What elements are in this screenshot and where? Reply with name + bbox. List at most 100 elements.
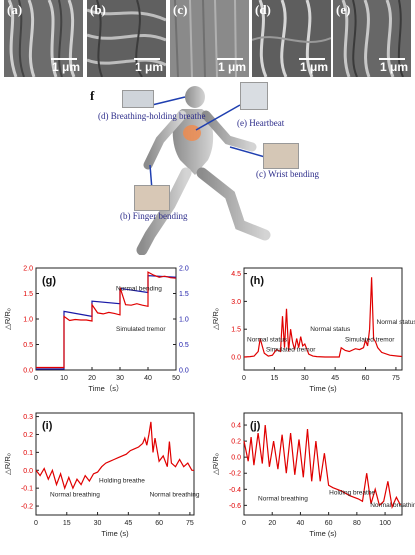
panel-label: (h) bbox=[250, 275, 264, 287]
x-tick-label: 75 bbox=[186, 520, 194, 527]
label-breathing: (d) Breathing-holding breathe bbox=[98, 111, 206, 121]
annotation: Normal breathing bbox=[150, 492, 200, 499]
scale-text: 1 μm bbox=[217, 60, 246, 74]
x-tick-label: 15 bbox=[270, 375, 278, 382]
scale-text: 1 μm bbox=[51, 60, 80, 74]
scale-bar bbox=[299, 58, 325, 60]
x-tick-label: 40 bbox=[144, 375, 152, 382]
chart-i: 0 15 30 45 60 75 -0.2 -0.1 0.0 0.1 0.2 0.3 Time (s) △… bbox=[0, 403, 207, 550]
x-tick-label: 60 bbox=[155, 520, 163, 527]
annotation: Holding breathe bbox=[99, 477, 145, 484]
finger-sensor-photo bbox=[134, 185, 170, 211]
scale-bar bbox=[51, 58, 77, 60]
y-axis-label: △R/R₀ bbox=[3, 308, 12, 330]
x-tick-label: 0 bbox=[242, 520, 246, 527]
scale-bar bbox=[134, 58, 160, 60]
panel-label-c: (c) bbox=[173, 2, 188, 17]
y-tick-label: 4.5 bbox=[231, 271, 241, 278]
y-tick-label: 1.5 bbox=[231, 327, 241, 334]
y-tick-label: -0.2 bbox=[229, 471, 241, 478]
panel-label-e: (e) bbox=[336, 2, 351, 17]
x-axis-label: Time (s) bbox=[101, 529, 129, 538]
x-tick-label: 60 bbox=[362, 375, 370, 382]
chart-g: 0 10 20 30 40 50 0.0 0.5 1.0 1.5 2.0 0.0 0.5 1.0 1.5 2.… bbox=[0, 258, 207, 405]
y-tick-label: -0.2 bbox=[21, 504, 33, 511]
panel-label: (j) bbox=[250, 420, 261, 432]
y2-tick-label: 1.0 bbox=[179, 317, 189, 324]
chart-h: 0 15 30 45 60 75 0.0 1.5 3.0 4.5 Time (s) △R/R₀ Norm… bbox=[208, 258, 415, 405]
x-tick-label: 30 bbox=[94, 520, 102, 527]
x-tick-label: 10 bbox=[60, 375, 68, 382]
y-axis-label: △R/R₀ bbox=[3, 453, 12, 475]
y-tick-label: 0.5 bbox=[23, 342, 33, 349]
y2-tick-label: 0.0 bbox=[179, 368, 189, 375]
y-tick-label: 1.5 bbox=[23, 291, 33, 298]
series-line bbox=[243, 277, 403, 358]
y-tick-label: 0.0 bbox=[23, 368, 33, 375]
panel-label: (g) bbox=[42, 275, 56, 287]
annotation: Normal breathing bbox=[258, 496, 308, 503]
y2-tick-label: 0.5 bbox=[179, 342, 189, 349]
plot-frame bbox=[35, 412, 195, 516]
x-tick-label: 0 bbox=[242, 375, 246, 382]
x-axis-label: Time (s) bbox=[309, 529, 337, 538]
y2-tick-label: 2.0 bbox=[179, 266, 189, 273]
annotation: Normal breathing bbox=[370, 502, 415, 509]
annotation: Normal status bbox=[247, 336, 288, 343]
y-tick-label: -0.1 bbox=[21, 486, 33, 493]
chart-j: 0 20 40 60 80 100 -0.6 -0.4 -0.2 0.0 0.2 0.4 Time (s… bbox=[208, 403, 415, 550]
annotation: Simulated tremor bbox=[266, 347, 316, 354]
sem-panel-c: (c) 1 μm bbox=[170, 0, 249, 77]
x-tick-label: 30 bbox=[301, 375, 309, 382]
scale-text: 1 μm bbox=[379, 60, 408, 74]
x-tick-label: 40 bbox=[297, 520, 305, 527]
x-axis-label: Time (s) bbox=[309, 384, 337, 393]
x-tick-label: 45 bbox=[331, 375, 339, 382]
sem-panel-e: (e) 1 μm bbox=[333, 0, 411, 77]
x-tick-label: 20 bbox=[88, 375, 96, 382]
annotation: Normal breathing bbox=[50, 492, 100, 499]
y2-tick-label: 1.5 bbox=[179, 291, 189, 298]
label-finger: (b) Finger bending bbox=[120, 211, 188, 221]
x-tick-label: 0 bbox=[34, 375, 38, 382]
scale-text: 1 μm bbox=[134, 60, 163, 74]
breath-sensor-photo bbox=[122, 90, 154, 108]
x-tick-label: 60 bbox=[325, 520, 333, 527]
x-axis-label: Time（s） bbox=[88, 384, 123, 393]
panel-label-d: (d) bbox=[255, 2, 271, 17]
y-tick-label: 0.4 bbox=[231, 423, 241, 430]
annotation: Normal status bbox=[377, 319, 415, 326]
y-tick-label: 3.0 bbox=[231, 299, 241, 306]
x-tick-label: 100 bbox=[379, 520, 391, 527]
annotation: Normal bending bbox=[116, 285, 162, 292]
x-tick-label: 15 bbox=[63, 520, 71, 527]
sem-panel-b: (b) 1 μm bbox=[87, 0, 166, 77]
x-tick-label: 80 bbox=[353, 520, 361, 527]
annotation: Normal status bbox=[310, 326, 351, 333]
heartbeat-sensor-photo bbox=[240, 82, 268, 110]
label-wrist: (c) Wrist bending bbox=[256, 169, 319, 179]
y-axis-label: △R/R₀ bbox=[211, 308, 220, 330]
y-tick-label: 0.2 bbox=[231, 439, 241, 446]
x-tick-label: 30 bbox=[116, 375, 124, 382]
sem-panel-a: (a) 1 μm bbox=[4, 0, 83, 77]
y-axis-label: △R/R₀ bbox=[211, 453, 220, 475]
y-tick-label: 0.2 bbox=[23, 432, 33, 439]
scale-bar bbox=[217, 58, 243, 60]
x-tick-label: 20 bbox=[268, 520, 276, 527]
x-tick-label: 0 bbox=[34, 520, 38, 527]
x-tick-label: 75 bbox=[392, 375, 400, 382]
sem-panel-d: (d) 1 μm bbox=[252, 0, 331, 77]
label-heartbeat: (e) Heartbeat bbox=[237, 118, 285, 128]
scale-text: 1 μm bbox=[299, 60, 328, 74]
runner-figure bbox=[136, 86, 271, 256]
series-line bbox=[243, 424, 402, 510]
wrist-sensor-photo bbox=[263, 143, 299, 169]
panel-label-b: (b) bbox=[90, 2, 106, 17]
series-line bbox=[36, 271, 177, 369]
y-tick-label: 0.3 bbox=[23, 414, 33, 421]
scale-bar bbox=[379, 58, 405, 60]
annotation: Holding breathe bbox=[329, 490, 375, 497]
panel-label-a: (a) bbox=[7, 2, 23, 17]
panel-label-f: f bbox=[90, 88, 95, 103]
